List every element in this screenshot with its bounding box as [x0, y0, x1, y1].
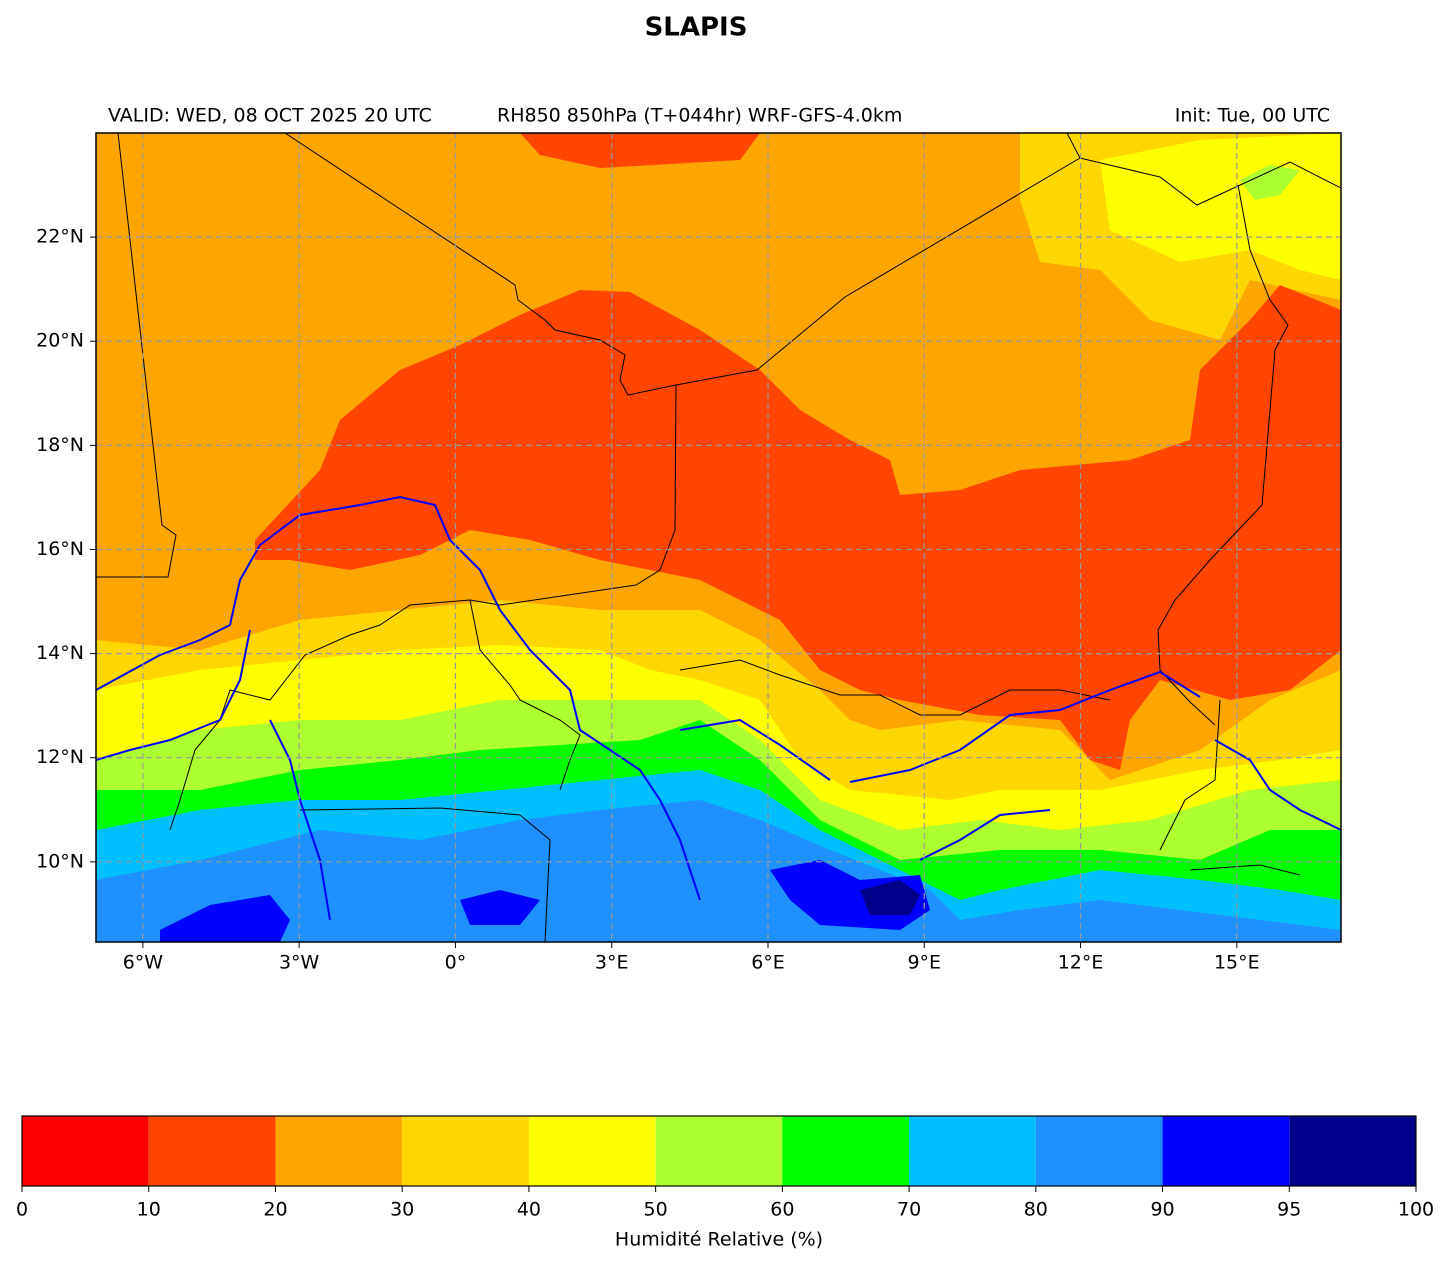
y-tick-label: 20°N [36, 330, 84, 352]
subtitle: RH850 850hPa (T+044hr) WRF-GFS-4.0km [497, 105, 902, 127]
colorbar-segment [275, 1116, 403, 1186]
x-tick-label: 6°W [123, 952, 164, 974]
field-10-20 [255, 285, 1341, 770]
colorbar-segment [782, 1116, 910, 1186]
colorbar-label: Humidité Relative (%) [615, 1229, 823, 1251]
valid-time: VALID: WED, 08 OCT 2025 20 UTC [108, 105, 432, 127]
x-tick-label: 3°W [279, 952, 320, 974]
colorbar-tick-label: 100 [1398, 1199, 1434, 1221]
x-tick-label: 15°E [1214, 952, 1260, 974]
x-tick-label: 0° [445, 952, 467, 974]
x-tick-label: 3°E [595, 952, 629, 974]
river [96, 495, 1341, 921]
x-tick-label: 12°E [1058, 952, 1104, 974]
colorbar-segment [22, 1116, 149, 1186]
colorbar-tick-label: 90 [1150, 1199, 1174, 1221]
init-time: Init: Tue, 00 UTC [1175, 105, 1330, 127]
colorbar-segment [655, 1116, 783, 1186]
field-90-95 [460, 890, 540, 925]
y-tick-label: 10°N [36, 850, 84, 872]
colorbar-tick-label: 40 [517, 1199, 541, 1221]
colorbar-tick-label: 10 [137, 1199, 161, 1221]
colorbar-tick-label: 20 [263, 1199, 287, 1221]
x-tick-label: 9°E [907, 952, 941, 974]
colorbar-segment [1035, 1116, 1163, 1186]
colorbar-tick-label: 50 [644, 1199, 668, 1221]
y-tick-label: 22°N [36, 226, 84, 248]
map-frame [95, 132, 1342, 943]
colorbar-segment [528, 1116, 656, 1186]
field-80-90 [96, 800, 1341, 942]
colorbar-segment [148, 1116, 276, 1186]
colorbar-segment [1289, 1116, 1416, 1186]
y-tick-label: 12°N [36, 746, 84, 768]
grid [96, 133, 1341, 942]
y-tick-label: 16°N [36, 538, 84, 560]
map-field [96, 133, 1341, 942]
field-90-95 [160, 895, 290, 942]
field-95-100 [860, 880, 920, 915]
field-50-60 [1240, 165, 1300, 200]
colorbar-tick-label: 95 [1277, 1199, 1301, 1221]
y-tick-label: 18°N [36, 434, 84, 456]
border [96, 133, 1341, 942]
colorbar-tick-label: 0 [16, 1199, 28, 1221]
colorbar-segment [402, 1116, 529, 1186]
colorbar-tick-label: 80 [1024, 1199, 1048, 1221]
colorbar-tick-label: 70 [897, 1199, 921, 1221]
field-10-20 [520, 133, 760, 168]
colorbar-segment [909, 1116, 1036, 1186]
colorbar-tick-label: 60 [770, 1199, 794, 1221]
y-tick-label: 14°N [36, 642, 84, 664]
colorbar-tick-label: 30 [390, 1199, 414, 1221]
colorbar-segment [1162, 1116, 1290, 1186]
colorbar-frame [21, 1115, 1417, 1187]
title: SLAPIS [645, 13, 748, 43]
x-tick-label: 6°E [751, 952, 785, 974]
